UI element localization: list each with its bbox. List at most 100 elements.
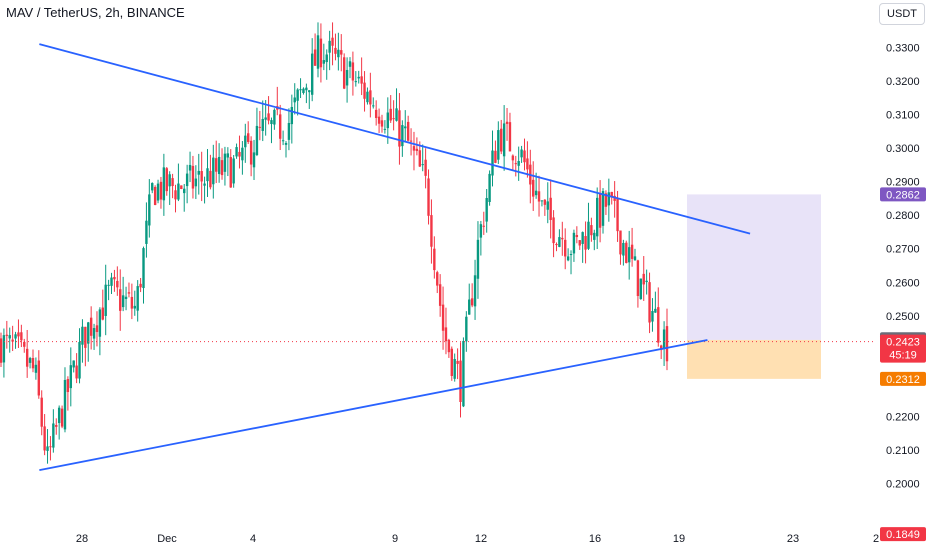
y-tick-label: 0.2200 [886,411,920,423]
candle-body [645,280,648,283]
symbol-title: MAV / TetherUS, 2h, BINANCE [6,5,185,20]
candle [162,153,166,216]
candle-body [337,49,340,58]
candle [654,291,657,313]
candle-body [270,120,273,125]
candle-body [273,109,276,125]
y-tick-label: 0.2700 [886,244,920,256]
candle [136,280,139,322]
candle-body [630,244,634,259]
candle [139,277,142,293]
trendline-upper [39,43,751,235]
candle-body [40,397,43,427]
candle [273,108,276,130]
candle [270,117,273,144]
candle-body [415,148,419,151]
currency-button[interactable]: USDT [879,3,925,25]
candle [11,325,14,352]
candle [645,269,648,295]
candle-body [148,194,151,226]
candle [101,289,104,321]
candle-body [581,232,584,244]
candle-body [369,90,372,105]
candle [81,319,84,363]
candle-body [139,283,142,288]
candle [116,266,119,296]
candle-body [37,360,41,396]
candle-body [421,164,424,166]
candle-body [441,304,445,331]
candle [590,217,593,242]
candle-body [648,282,651,323]
candle-body [98,309,102,337]
candle [514,155,517,177]
candle-body [78,342,81,379]
candle-body [200,171,203,182]
candle-body [168,174,171,187]
candle-body [232,158,235,184]
candle-body [252,152,256,168]
x-tick-label: Dec [157,533,177,545]
candle-body [63,379,67,430]
candle-body [377,116,381,124]
candle [421,144,424,172]
candle [316,22,320,78]
candle-body [552,217,555,244]
candle-body [133,305,136,309]
candle-body [520,149,523,158]
candle-body [380,120,384,127]
x-tick-label: 19 [673,533,685,545]
candle-body [598,193,602,228]
candle [203,176,206,204]
candle [215,140,218,184]
candle [37,350,41,399]
candle [217,143,221,183]
candle [389,95,392,123]
candle-body [572,232,576,254]
candle [662,321,666,366]
candle [406,115,410,142]
candle [601,188,605,234]
candle [604,190,608,215]
candle-body [180,185,183,190]
candle [575,226,579,244]
candle-body [206,168,209,182]
candle [549,179,552,239]
stop-zone [687,339,821,379]
candle-body [412,146,416,151]
candle-body [625,242,628,263]
candle [404,110,407,143]
candle-body [485,197,488,222]
candle [183,184,186,212]
candle [197,153,200,195]
candle [354,71,358,87]
candle [424,148,427,189]
candle [619,230,622,265]
candle [290,94,294,144]
candle [627,230,631,280]
candle [241,141,244,175]
candle-body [241,147,244,161]
candle [212,144,215,199]
candle-body [5,334,9,336]
candle-body [267,113,270,121]
candle [622,239,625,266]
candle-body [587,221,590,249]
candle-body [249,140,253,165]
candle-body [633,256,637,261]
candle-body [130,296,134,309]
candle [598,180,602,243]
candle-body [494,150,497,163]
candle-body [101,307,104,320]
candle-body [436,272,439,286]
candle [247,121,250,144]
candle-body [223,153,227,172]
candle-body [479,224,483,238]
candle-body [124,296,128,299]
candle [596,187,599,249]
candle-body [438,284,442,306]
y-tick-label: 0.2900 [886,177,920,189]
candle [433,236,436,279]
